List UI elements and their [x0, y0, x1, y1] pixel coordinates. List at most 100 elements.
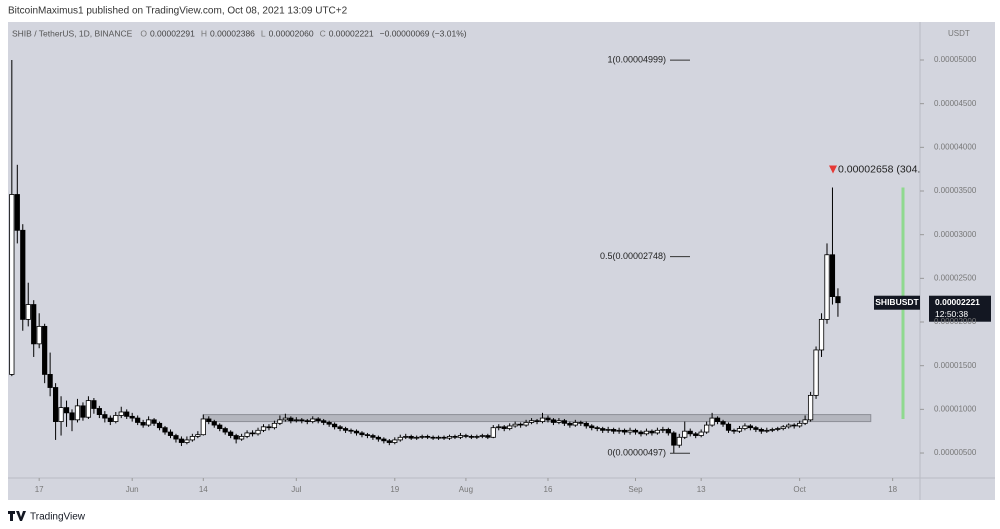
candle-body: [293, 419, 299, 422]
candle-body: [665, 429, 671, 434]
legend-text: O: [140, 28, 147, 38]
candle-body: [818, 318, 825, 351]
candle-body: [775, 428, 781, 430]
overlay: SHIBUSDT 0.00002221 12:50:38: [874, 295, 991, 322]
candle-body: [211, 421, 217, 426]
candle-body: [299, 419, 305, 422]
fib-label: 0.5(0.00002748): [600, 251, 666, 261]
candle-body: [184, 439, 190, 443]
candle-body: [47, 374, 53, 388]
candle-body: [9, 194, 15, 375]
candle-body: [146, 419, 152, 426]
y-tick-label: 0.00003500: [934, 186, 977, 195]
candle-body: [430, 436, 436, 439]
candle-body: [85, 400, 92, 418]
candle-body: [408, 436, 414, 439]
candle-body: [304, 420, 310, 422]
candle-body: [403, 436, 409, 438]
candle-body: [217, 424, 223, 429]
y-tick-label: 0.00002000: [934, 317, 977, 326]
candle-body: [58, 407, 64, 422]
candle-body: [572, 422, 578, 426]
candle-body: [266, 426, 272, 429]
candle-body: [167, 431, 174, 436]
plot-background: [8, 22, 995, 500]
candle-body: [627, 429, 633, 433]
candle-body: [490, 427, 496, 438]
x-tick-label: 13: [697, 485, 706, 494]
candle-body: [649, 430, 655, 434]
axis-unit: USDT: [948, 29, 970, 38]
x-tick-label: Jul: [291, 485, 301, 494]
candle-body: [545, 417, 551, 421]
candle-body: [31, 304, 37, 345]
candle-body: [342, 428, 349, 431]
y-tick-label: 0.00000500: [934, 448, 977, 457]
candle-body: [621, 429, 628, 433]
candle-body: [507, 425, 513, 429]
price-tag-price: 0.00002221: [935, 297, 980, 307]
candle-body: [359, 432, 365, 436]
candle-body: [332, 423, 338, 428]
legend-text: 0.00002386: [210, 28, 255, 38]
legend-text: C: [320, 28, 326, 38]
x-tick-label: 19: [390, 485, 399, 494]
x-tick-label: Aug: [459, 485, 473, 494]
candle-body: [813, 349, 819, 396]
candle-body: [747, 425, 754, 429]
candle-body: [676, 436, 682, 446]
candle-body: [321, 420, 327, 423]
candle-body: [277, 419, 283, 424]
candle-body: [479, 435, 485, 437]
publisher-line: BitcoinMaximus1 published on TradingView…: [8, 6, 348, 17]
candle-body: [709, 417, 715, 426]
candle-body: [386, 440, 392, 443]
candle-body: [441, 436, 447, 439]
candle-body: [107, 417, 113, 422]
candle-body: [660, 429, 666, 431]
candle-body: [780, 426, 786, 429]
candle-body: [69, 412, 75, 421]
candle-body: [797, 422, 803, 427]
candle-body: [375, 436, 381, 440]
candle-body: [758, 429, 764, 432]
candle-body: [687, 430, 693, 435]
candle-body: [704, 424, 710, 433]
candle-body: [725, 423, 732, 431]
candle-body: [228, 431, 234, 436]
candle-body: [528, 420, 535, 423]
fib-label: 1(0.00004999): [607, 54, 666, 64]
candle-body: [151, 419, 157, 424]
candle-body: [310, 418, 316, 422]
candle-body: [714, 417, 721, 422]
y-tick-label: 0.00005000: [934, 55, 977, 64]
candle-body: [425, 436, 431, 438]
candle-body: [414, 436, 420, 439]
candle-body: [468, 436, 474, 438]
candle-body: [239, 436, 245, 440]
candle-body: [698, 431, 704, 436]
candle-body: [638, 431, 644, 435]
candle-body: [63, 407, 70, 414]
legend-text: 0.00002060: [269, 28, 314, 38]
price-tag-countdown: 12:50:38: [935, 309, 968, 319]
candle-body: [195, 434, 201, 437]
footer-logo: [8, 511, 26, 521]
candle-body: [561, 420, 567, 424]
candle-body: [643, 430, 650, 435]
legend-text: L: [261, 28, 266, 38]
x-tick-label: Oct: [793, 485, 806, 494]
candle-body: [632, 429, 639, 433]
candle-body: [14, 194, 20, 231]
candle-body: [791, 424, 797, 427]
candle-body: [753, 427, 759, 430]
candle-body: [178, 438, 185, 443]
candle-body: [42, 325, 48, 375]
candle-body: [616, 429, 622, 432]
candle-body: [370, 435, 376, 438]
candle-body: [156, 422, 163, 429]
candle-body: [36, 325, 42, 345]
candle-body: [764, 429, 770, 432]
candle-body: [578, 422, 584, 424]
candle-body: [288, 417, 294, 422]
